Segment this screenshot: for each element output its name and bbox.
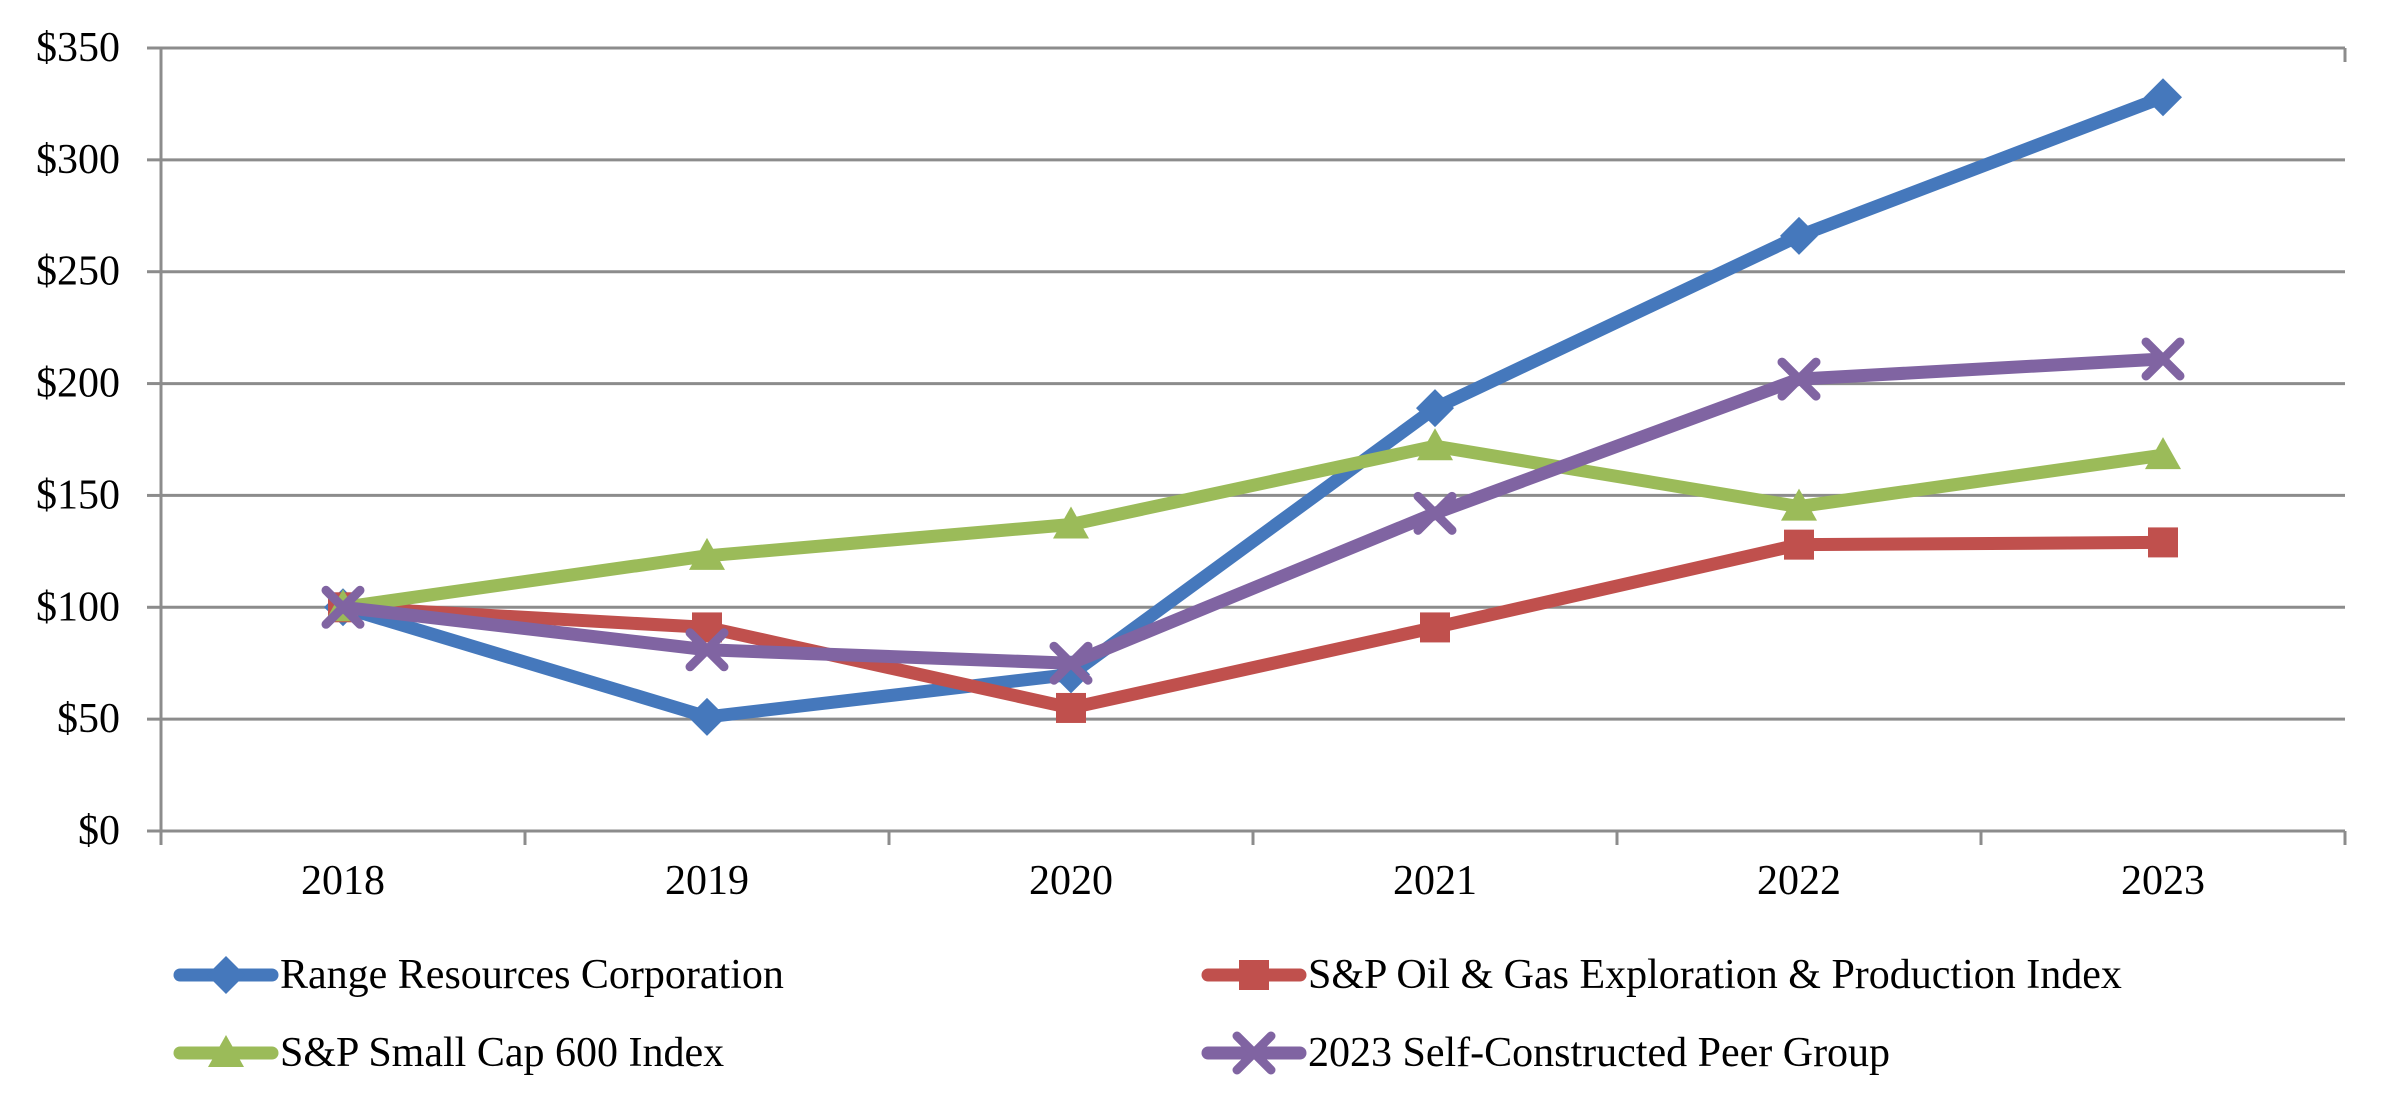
- y-tick-label-200: $200: [36, 361, 120, 407]
- x-tick-label-2021: 2021: [1393, 858, 1477, 904]
- marker-range-resources-corporation-2023: [2144, 78, 2182, 117]
- legend-square-icon-s-p-oil-gas-exploration-production-index: [1239, 960, 1269, 990]
- y-tick-label-250: $250: [36, 249, 120, 295]
- marker-s-p-small-cap-600-index-2022: [1781, 488, 1817, 521]
- legend-label-s-p-oil-gas-exploration-production-index: S&P Oil & Gas Exploration & Production I…: [1308, 952, 2122, 998]
- x-tick-label-2022: 2022: [1757, 858, 1841, 904]
- marker-s-p-oil-gas-exploration-production-index-2023: [2148, 527, 2178, 558]
- marker-2023-self-constructed-peer-group-2020: [1049, 641, 1093, 685]
- marker-s-p-small-cap-600-index-2020: [1053, 506, 1089, 539]
- series-line-s-p-oil-gas-exploration-production-index: [336, 535, 2170, 715]
- x-tick-label-2019: 2019: [665, 858, 749, 904]
- x-tick-label-2018: 2018: [301, 858, 385, 904]
- marker-range-resources-corporation-2022: [1780, 216, 1818, 255]
- x-tick-label-2020: 2020: [1029, 858, 1113, 904]
- y-tick-label-50: $50: [57, 696, 120, 742]
- marker-s-p-small-cap-600-index-2023: [2145, 437, 2181, 470]
- y-tick-label-300: $300: [36, 137, 120, 183]
- marker-2023-self-constructed-peer-group-2023: [2141, 337, 2185, 381]
- marker-2023-self-constructed-peer-group-2019: [685, 628, 729, 672]
- marker-2023-self-constructed-peer-group-2018: [321, 585, 365, 629]
- legend-triangle-icon-s-p-small-cap-600-index: [208, 1035, 244, 1067]
- marker-2023-self-constructed-peer-group-2022: [1777, 357, 1821, 401]
- legend-label-s-p-small-cap-600-index: S&P Small Cap 600 Index: [280, 1030, 724, 1076]
- series-line-s-p-small-cap-600-index: [336, 439, 2170, 614]
- y-tick-label-150: $150: [36, 472, 120, 518]
- legend-label-2023-self-constructed-peer-group: 2023 Self-Constructed Peer Group: [1308, 1030, 1890, 1076]
- y-tick-label-350: $350: [36, 25, 120, 71]
- series-line-range-resources-corporation: [336, 90, 2170, 724]
- legend-label-range-resources-corporation: Range Resources Corporation: [280, 952, 784, 998]
- legend-item-range-resources-corporation: Range Resources Corporation: [173, 952, 784, 998]
- legend-item-s-p-small-cap-600-index: S&P Small Cap 600 Index: [173, 1030, 724, 1076]
- marker-range-resources-corporation-2019: [688, 697, 726, 736]
- marker-s-p-small-cap-600-index-2019: [689, 537, 725, 570]
- y-tick-label-0: $0: [78, 808, 120, 854]
- marker-s-p-oil-gas-exploration-production-index-2021: [1420, 612, 1450, 643]
- legend: Range Resources Corporation S&P Oil & Gas…: [173, 952, 2122, 1076]
- marker-s-p-oil-gas-exploration-production-index-2022: [1784, 529, 1814, 560]
- marker-s-p-small-cap-600-index-2021: [1417, 428, 1453, 461]
- series-2023-self-constructed-peer-group: [321, 337, 2185, 685]
- x-tick-label-2023: 2023: [2121, 858, 2205, 904]
- legend-diamond-icon-range-resources-corporation: [207, 956, 245, 994]
- marker-range-resources-corporation-2021: [1416, 389, 1454, 428]
- y-tick-label-100: $100: [36, 584, 120, 630]
- legend-item-2023-self-constructed-peer-group: 2023 Self-Constructed Peer Group: [1201, 1030, 1890, 1076]
- legend-item-s-p-oil-gas-exploration-production-index: S&P Oil & Gas Exploration & Production I…: [1201, 952, 2122, 998]
- series-line-2023-self-constructed-peer-group: [336, 352, 2170, 670]
- marker-2023-self-constructed-peer-group-2021: [1413, 491, 1457, 535]
- legend-x-icon-2023-self-constructed-peer-group: [1232, 1031, 1276, 1075]
- marker-s-p-oil-gas-exploration-production-index-2020: [1056, 692, 1086, 723]
